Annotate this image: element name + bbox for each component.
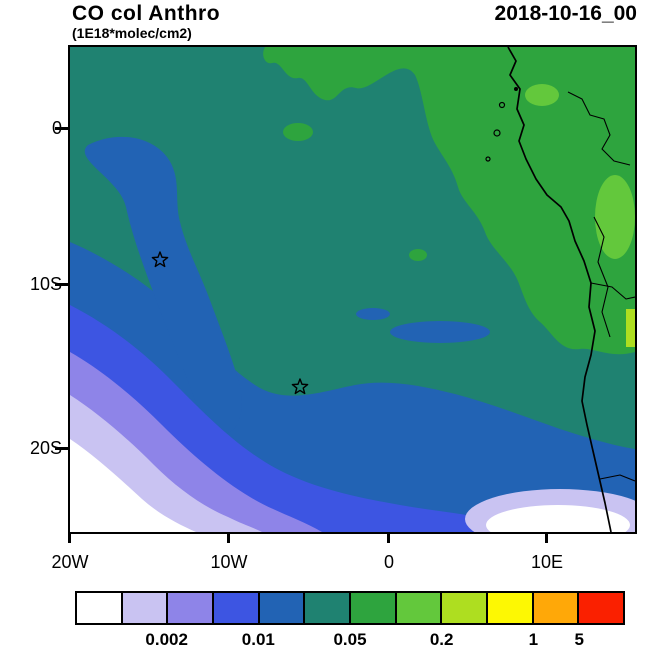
contour-map-svg (70, 47, 635, 532)
colorbar-label-0: 0.002 (145, 630, 188, 649)
colorbar-swatch-2 (168, 593, 215, 623)
y-tick-label-0: 0 (0, 118, 62, 139)
colorbar-label-4: 1 (528, 630, 539, 649)
colorbar-swatch-11 (579, 593, 624, 623)
map-frame (68, 45, 637, 534)
x-axis-tick (545, 534, 548, 543)
contour-region-white-min-sw (70, 439, 196, 532)
x-axis-tick (227, 534, 230, 543)
country-borders (567, 91, 635, 482)
y-tick-label-20s: 20S (29, 438, 62, 458)
colorbar-swatch-9 (488, 593, 534, 623)
y-tick-label-10s: 10S (29, 274, 62, 294)
contour-region-green (263, 47, 635, 355)
colorbar-label-2: 0.05 (333, 630, 367, 649)
colorbar-swatch-1 (122, 593, 169, 623)
y-axis-tick (55, 447, 68, 450)
colorbar-swatch-5 (305, 593, 352, 623)
star-marker-2 (291, 378, 309, 395)
x-axis-tick (387, 534, 390, 543)
colorbar-label-1: 0.01 (241, 630, 275, 649)
colorbar-swatch-4 (259, 593, 306, 623)
colorbar-swatch-8 (442, 593, 489, 623)
x-axis-tick (68, 534, 71, 543)
x-tick-label-10w: 10W (210, 552, 248, 572)
africa-coastline (507, 47, 612, 532)
colorbar-label-3: 0.2 (429, 630, 454, 649)
y-axis-tick (55, 127, 68, 130)
colorbar-swatch-0 (77, 593, 123, 623)
colorbar-swatch-7 (396, 593, 443, 623)
x-tick-label-10e: 10E (530, 552, 564, 572)
star-marker-1 (151, 251, 169, 268)
colorbar-label-5: 5 (574, 630, 584, 649)
colorbar-swatch-10 (533, 593, 580, 623)
colorbar-swatches (75, 591, 625, 625)
x-tick-label-0: 0 (383, 552, 394, 572)
y-axis-tick (55, 283, 68, 286)
units-label: (1E18*molec/cm2) (72, 25, 192, 41)
contour-region-white-min-se (465, 489, 635, 532)
x-tick-label-20w: 20W (51, 552, 89, 572)
timestamp: 2018-10-16_00 (494, 2, 637, 25)
plot-title: CO col Anthro (72, 2, 221, 25)
colorbar-swatch-3 (214, 593, 260, 623)
colorbar-labels: 0.002 0.01 0.05 0.2 1 5 (75, 630, 625, 652)
colorbar-swatch-6 (351, 593, 397, 623)
island-outlines (485, 87, 518, 162)
